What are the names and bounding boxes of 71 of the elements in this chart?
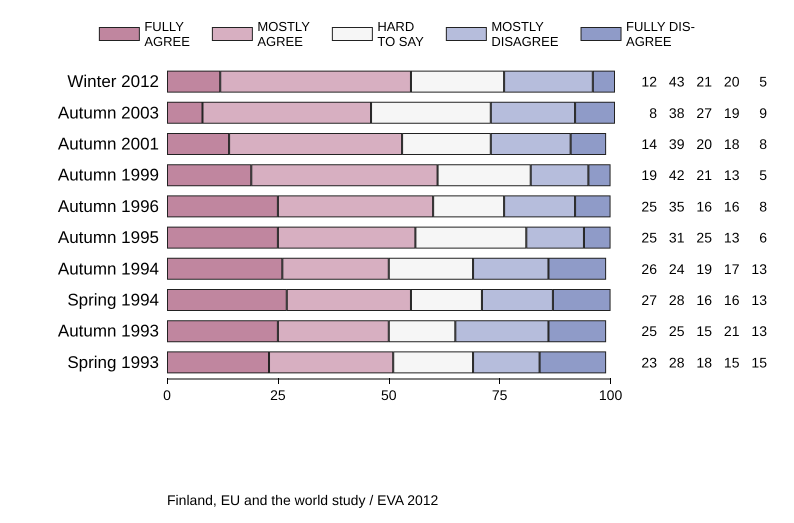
- y-tick-label: Winter 2012: [67, 72, 159, 92]
- x-tick-label: 75: [492, 387, 508, 403]
- data-label: 8: [759, 198, 768, 214]
- data-label: 15: [696, 323, 712, 340]
- y-tick-label: Autumn 1999: [58, 166, 159, 185]
- legend-label: MOSTLY AGREE: [257, 19, 310, 49]
- data-label: 13: [724, 167, 740, 184]
- data-label: 25: [641, 323, 658, 340]
- data-label: 28: [668, 354, 685, 370]
- data-label: 27: [641, 292, 658, 308]
- data-label: 35: [668, 198, 685, 214]
- data-label: 18: [696, 354, 712, 370]
- legend-label: FULLY AGREE: [144, 19, 190, 49]
- data-label: 16: [724, 198, 740, 214]
- data-label: 16: [724, 292, 740, 308]
- data-label: 9: [759, 104, 768, 121]
- data-label: 15: [751, 354, 768, 370]
- y-tick-label: Autumn 2001: [58, 134, 159, 154]
- data-label: 27: [696, 104, 712, 121]
- data-label: 25: [668, 323, 685, 340]
- data-label: 24: [668, 260, 685, 277]
- legend-label: HARD TO SAY: [377, 19, 424, 49]
- x-tick-label: 50: [380, 387, 397, 403]
- data-label: 39: [668, 136, 685, 152]
- data-label: 20: [724, 74, 740, 90]
- x-tick-label: 25: [270, 387, 286, 403]
- data-label: 25: [696, 230, 712, 246]
- data-label: 16: [696, 292, 712, 308]
- data-label: 38: [668, 104, 685, 121]
- data-label: 43: [668, 74, 685, 90]
- y-tick-label: Autumn 2003: [58, 103, 159, 122]
- y-tick-label: Autumn 1993: [58, 322, 159, 341]
- y-tick-label: Spring 1994: [67, 290, 159, 310]
- y-tick-label: Autumn 1996: [58, 196, 159, 216]
- legend-label: FULLY DIS- AGREE: [626, 19, 695, 49]
- legend-label: MOSTLY DISAGREE: [491, 19, 559, 49]
- data-label: 21: [696, 167, 712, 184]
- data-label: 13: [751, 323, 768, 340]
- data-label: 8: [649, 104, 658, 121]
- data-label: 26: [641, 260, 658, 277]
- data-label: 6: [759, 230, 768, 246]
- data-label: 28: [668, 292, 685, 308]
- data-label: 13: [751, 260, 768, 277]
- data-label: 17: [724, 260, 740, 277]
- x-tick-label: 100: [598, 387, 622, 403]
- data-label: 21: [724, 323, 740, 340]
- data-label: 8: [759, 136, 768, 152]
- data-label: 25: [641, 230, 658, 246]
- data-label: 13: [724, 230, 740, 246]
- data-label: 13: [751, 292, 768, 308]
- data-label: 19: [641, 167, 658, 184]
- data-label: 31: [668, 230, 685, 246]
- data-label: 25: [641, 198, 658, 214]
- data-label: 23: [641, 354, 658, 370]
- data-label: 18: [724, 136, 740, 152]
- y-tick-label: Spring 1993: [67, 352, 159, 372]
- data-label: 19: [696, 260, 712, 277]
- y-tick-label: Autumn 1995: [58, 228, 159, 248]
- data-label: 21: [696, 74, 712, 90]
- data-label: 42: [668, 167, 685, 184]
- text: Finland, EU and the world study / EVA 2012: [167, 492, 439, 508]
- data-label: 5: [759, 167, 768, 184]
- data-label: 14: [641, 136, 658, 152]
- x-tick-label: 0: [163, 387, 172, 403]
- data-label: 19: [724, 104, 740, 121]
- data-label: 16: [696, 198, 712, 214]
- data-label: 12: [641, 74, 658, 90]
- data-label: 20: [696, 136, 712, 152]
- data-label: 15: [724, 354, 740, 370]
- data-label: 5: [759, 74, 768, 90]
- y-tick-label: Autumn 1994: [58, 259, 159, 278]
